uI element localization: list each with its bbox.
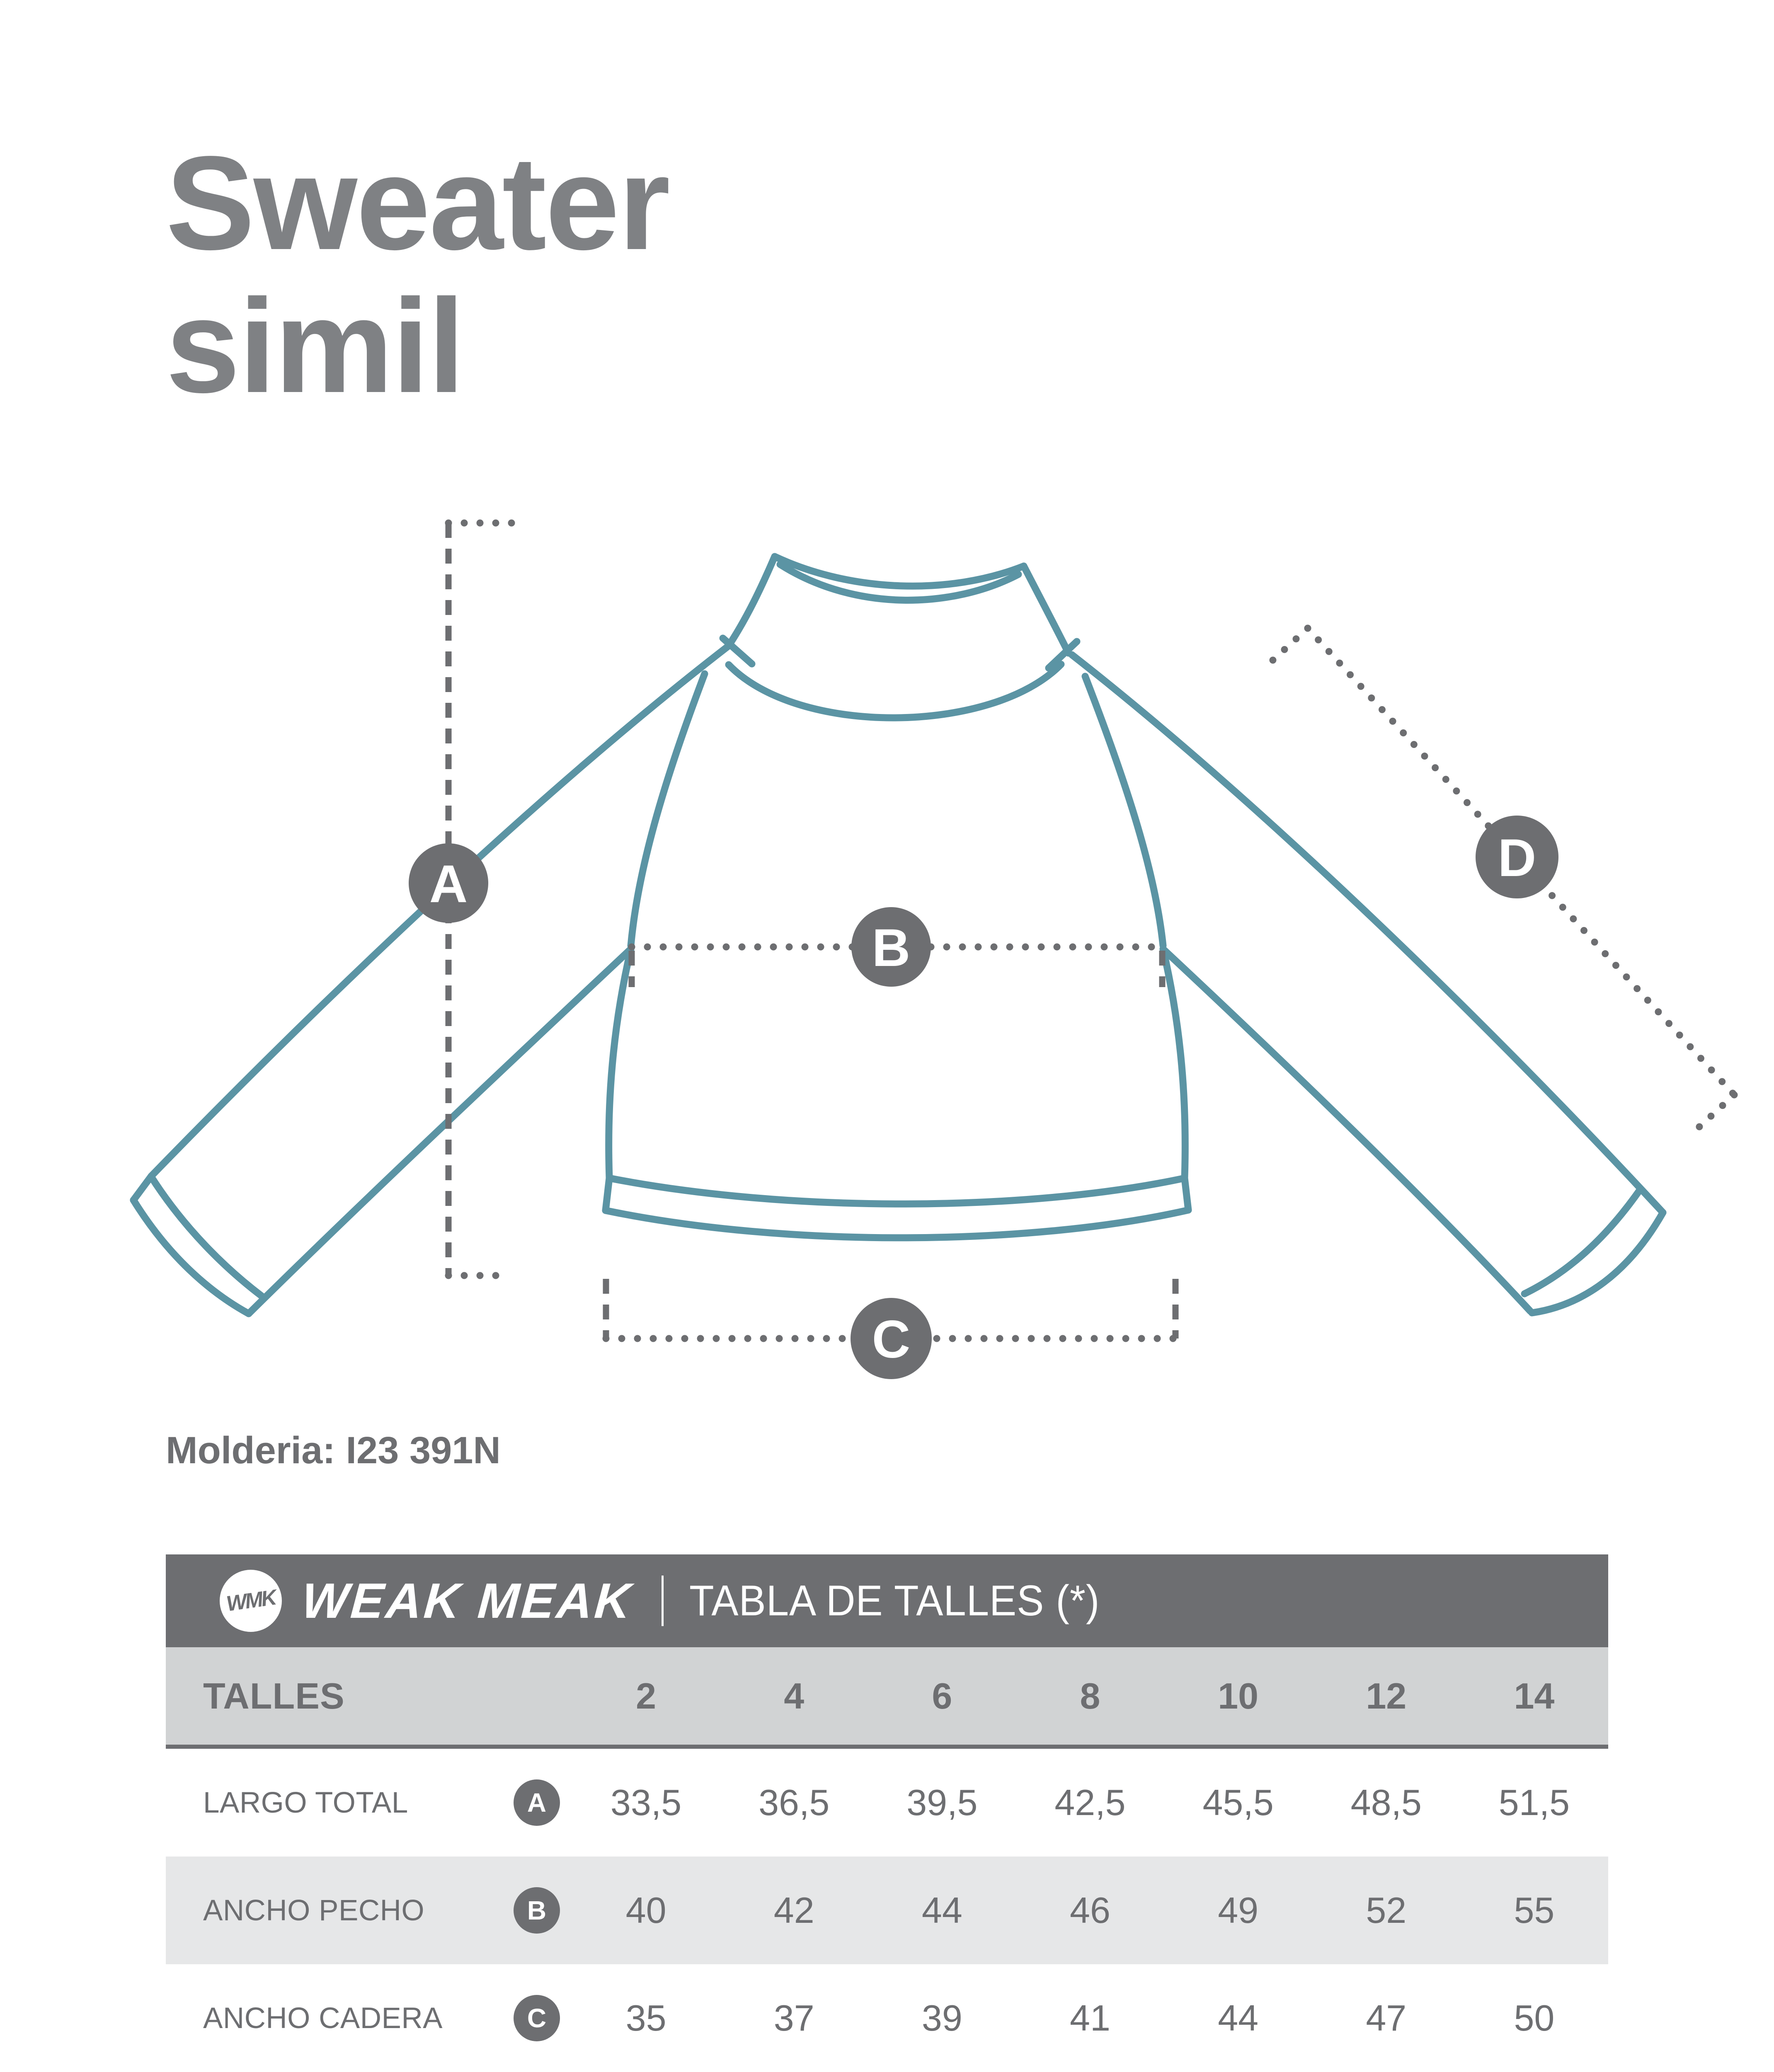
row-marker: C — [502, 1995, 572, 2041]
cell-value: 44 — [921, 1890, 962, 1931]
marker-letter-d: D — [1498, 828, 1536, 888]
brand-name: WEAK MEAK — [300, 1573, 635, 1629]
row-label: ANCHO PECHO — [203, 1894, 425, 1927]
marker-letter-a: A — [429, 854, 468, 914]
size-col-10: 10 — [1218, 1675, 1259, 1716]
cell-value: 36,5 — [759, 1782, 830, 1823]
page-title-line2: simil — [166, 272, 465, 421]
table-row-largo-total: LARGO TOTAL A 33,5 36,5 39,5 42,5 45,5 4… — [166, 1749, 1608, 1857]
size-table-header: WMK WEAK MEAK TABLA DE TALLES (*) — [166, 1554, 1608, 1647]
cell-value: 50 — [1514, 1997, 1555, 2038]
cell-value: 47 — [1366, 1997, 1407, 2038]
cell-value: 42 — [773, 1890, 814, 1931]
brand-logo-icon: WMK — [220, 1570, 282, 1632]
marker-letter-b: B — [872, 918, 910, 978]
size-table: WMK WEAK MEAK TABLA DE TALLES (*) TALLES… — [166, 1554, 1608, 2072]
marker-letter-c: C — [872, 1310, 910, 1369]
cell-value: 46 — [1070, 1890, 1110, 1931]
row-marker: B — [502, 1887, 572, 1934]
table-row-ancho-cadera: ANCHO CADERA C 35 37 39 41 44 47 50 — [166, 1964, 1608, 2072]
marker-badge-b-small: B — [514, 1887, 560, 1934]
marker-badge-a-small: A — [514, 1779, 560, 1826]
cell-value: 51,5 — [1498, 1782, 1570, 1823]
cell-value: 35 — [625, 1997, 666, 2038]
size-col-4: 4 — [784, 1675, 805, 1716]
marker-badge-A: A — [409, 843, 488, 923]
cell-value: 42,5 — [1054, 1782, 1126, 1823]
cell-value: 55 — [1514, 1890, 1555, 1931]
size-col-2: 2 — [636, 1675, 657, 1716]
garment-measurement-diagram: A B C D — [130, 519, 1738, 1379]
table-title: TABLA DE TALLES (*) — [689, 1576, 1100, 1625]
cell-value: 52 — [1366, 1890, 1407, 1931]
sizes-label: TALLES — [203, 1675, 345, 1716]
pattern-reference: Molderia: I23 391N — [166, 1429, 501, 1472]
row-label: LARGO TOTAL — [203, 1786, 408, 1819]
sizes-header-row: TALLES 2 4 6 8 10 12 14 — [166, 1647, 1608, 1749]
size-col-6: 6 — [932, 1675, 952, 1716]
cell-value: 39 — [921, 1997, 962, 2038]
measure-line-A — [445, 519, 516, 1279]
cell-value: 39,5 — [906, 1782, 978, 1823]
cell-value: 37 — [773, 1997, 814, 2038]
row-label: ANCHO CADERA — [203, 2002, 443, 2035]
marker-badge-C: C — [851, 1298, 932, 1379]
row-marker: A — [502, 1779, 572, 1826]
table-row-ancho-pecho: ANCHO PECHO B 40 42 44 46 49 52 55 — [166, 1857, 1608, 1964]
cell-value: 41 — [1070, 1997, 1110, 2038]
sweater-outline-drawing — [130, 553, 1667, 1317]
marker-badge-D: D — [1476, 816, 1558, 898]
marker-badge-B: B — [851, 907, 931, 987]
marker-badge-c-small: C — [514, 1995, 560, 2041]
cell-value: 45,5 — [1202, 1782, 1274, 1823]
cell-value: 44 — [1218, 1997, 1259, 2038]
header-separator — [662, 1576, 664, 1626]
cell-value: 49 — [1218, 1890, 1259, 1931]
brand-monogram: WMK — [225, 1585, 277, 1616]
cell-value: 40 — [625, 1890, 666, 1931]
size-col-14: 14 — [1514, 1675, 1555, 1716]
size-col-12: 12 — [1366, 1675, 1407, 1716]
page-title-line1: Sweater — [166, 129, 670, 278]
page-title: Sweater simil — [166, 129, 670, 421]
size-col-8: 8 — [1080, 1675, 1100, 1716]
cell-value: 48,5 — [1350, 1782, 1422, 1823]
cell-value: 33,5 — [610, 1782, 682, 1823]
